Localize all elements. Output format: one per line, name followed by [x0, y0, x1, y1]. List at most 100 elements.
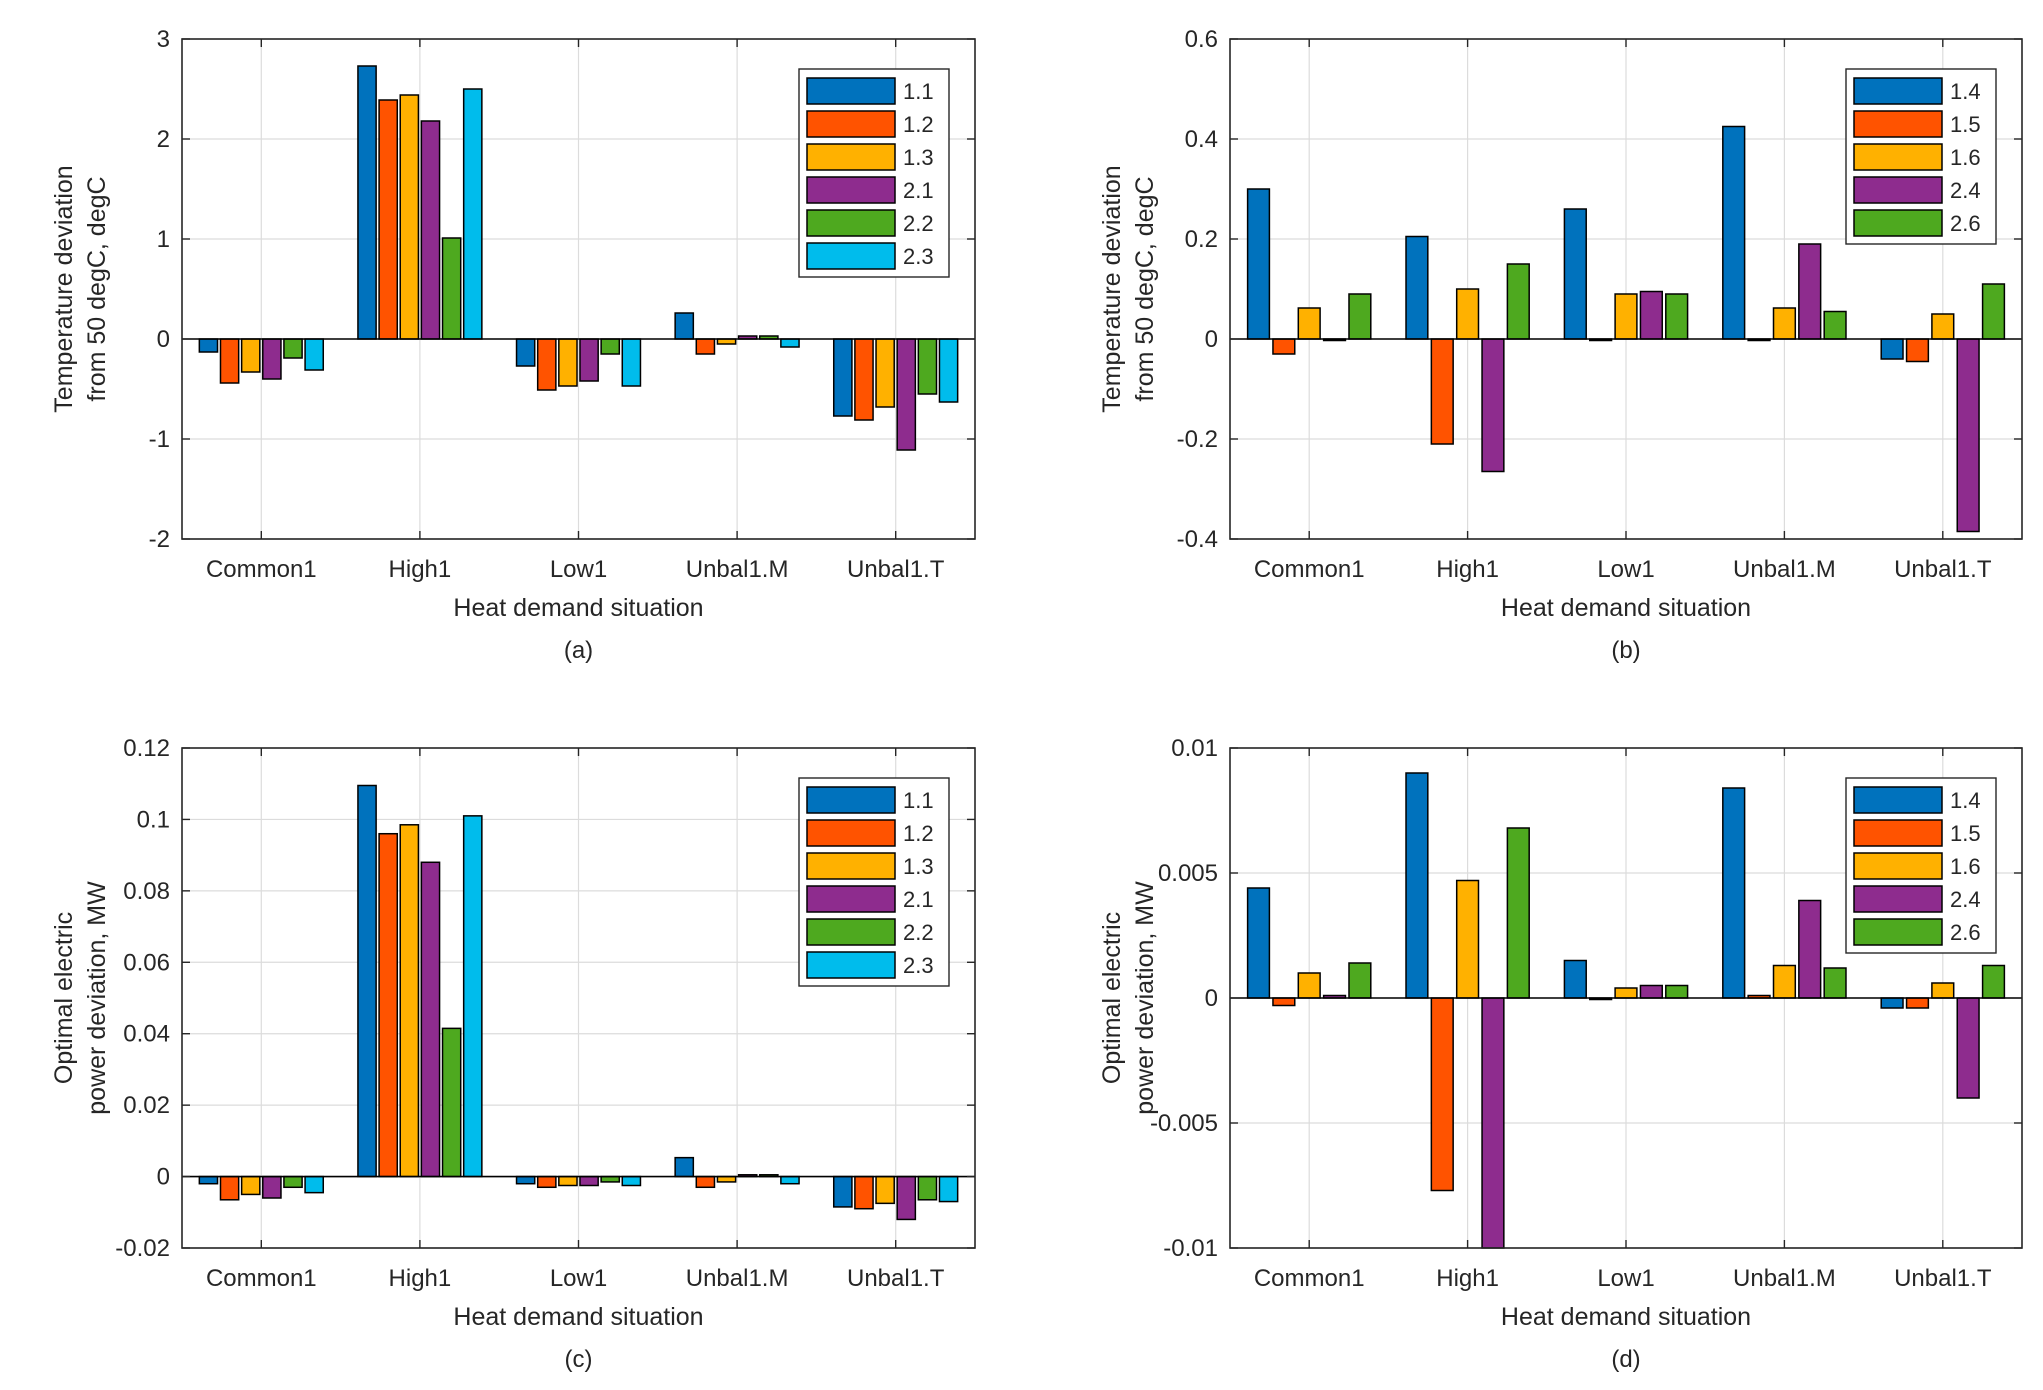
bar-2.1-Unbal1.T — [896, 338, 917, 451]
bar-1.4-Unbal1.M — [1722, 787, 1746, 999]
bar-2.3-High1 — [462, 88, 483, 340]
x-tick-label: Unbal1.T — [847, 556, 945, 583]
bar-1.1-Common1 — [198, 338, 219, 353]
y-axis-label-line: power deviation, MW — [83, 881, 111, 1115]
panel-caption: (a) — [564, 637, 593, 664]
legend-swatch-2.1 — [806, 885, 896, 913]
x-tick-label: Low1 — [1597, 1265, 1654, 1292]
y-tick-label: 0 — [157, 326, 170, 353]
bar-1.6-Unbal1.M — [1772, 307, 1797, 340]
x-tick-label: Low1 — [1597, 556, 1654, 583]
bar-1.1-Unbal1.M — [674, 1156, 695, 1178]
y-tick-label: 0.1 — [137, 806, 170, 833]
bar-1.4-Common1 — [1246, 188, 1271, 340]
bar-1.2-Common1 — [219, 338, 240, 384]
panel-caption: (c) — [565, 1346, 593, 1373]
bar-1.4-Low1 — [1563, 208, 1587, 340]
bar-1.5-Common1 — [1272, 338, 1296, 355]
bar-2.4-Low1 — [1639, 290, 1663, 340]
bar-2.2-Unbal1.T — [917, 338, 938, 395]
bar-2.6-Unbal1.T — [1981, 964, 2006, 999]
panel-d: -0.01 -0.005 0 0.005 0.01 Common1 High1 Low1 Unb… — [1098, 735, 2023, 1373]
legend-label: 1.2 — [903, 821, 934, 846]
bar-2.1-Low1 — [579, 1175, 599, 1187]
bar-1.6-Low1 — [1614, 293, 1638, 340]
y-tick-label: 0.01 — [1171, 735, 1218, 762]
legend-label: 1.4 — [1950, 788, 1981, 813]
x-tick-label: Unbal1.M — [1733, 1265, 1836, 1292]
legend-swatch-1.2 — [806, 110, 896, 138]
bar-2.6-Common1 — [1348, 293, 1372, 340]
bar-1.6-High1 — [1455, 879, 1480, 999]
legend-label: 1.1 — [903, 79, 934, 104]
bar-1.2-Low1 — [536, 1175, 557, 1189]
bar-1.1-Unbal1.T — [832, 338, 853, 417]
legend-label: 2.1 — [903, 887, 934, 912]
legend-label: 2.3 — [903, 244, 934, 269]
legend: 1.1 1.2 1.3 2.1 2.2 2.3 — [798, 68, 950, 278]
y-axis-label-line: power deviation, MW — [1131, 881, 1159, 1115]
y-tick-label: -0.2 — [1177, 426, 1218, 453]
x-tick-label: Unbal1.T — [847, 1265, 945, 1292]
y-axis-label: Temperature deviation from 50 degC, degC — [1098, 165, 1159, 412]
bar-1.6-Common1 — [1297, 307, 1321, 340]
bar-2.3-Unbal1.T — [938, 338, 959, 403]
legend-label: 1.5 — [1950, 821, 1981, 846]
bar-2.2-Unbal1.T — [917, 1175, 938, 1201]
legend-swatch-2.1 — [806, 176, 896, 204]
y-tick-label: 0 — [1205, 985, 1218, 1012]
bar-2.4-High1 — [1481, 997, 1505, 1249]
bar-1.3-Common1 — [240, 338, 261, 373]
y-axis-label: Temperature deviation from 50 degC, degC — [50, 165, 111, 412]
bar-1.1-Unbal1.T — [832, 1175, 853, 1208]
y-tick-label: -2 — [149, 526, 170, 553]
bar-2.6-High1 — [1506, 263, 1530, 340]
legend-label: 2.4 — [1950, 887, 1981, 912]
bar-1.4-Unbal1.M — [1722, 125, 1746, 340]
bar-1.2-Low1 — [536, 338, 557, 391]
bar-1.1-Unbal1.M — [674, 312, 695, 340]
x-tick-label: Low1 — [550, 556, 607, 583]
legend-swatch-1.3 — [806, 852, 896, 880]
y-tick-label: -0.005 — [1150, 1110, 1218, 1137]
bar-2.6-Unbal1.M — [1823, 310, 1847, 340]
legend-label: 1.6 — [1950, 145, 1981, 170]
bar-1.5-Common1 — [1272, 997, 1296, 1007]
bar-2.6-Low1 — [1665, 293, 1689, 340]
bar-1.3-Unbal1.T — [875, 1175, 895, 1205]
y-axis-label-line: Optimal electric — [1098, 912, 1126, 1084]
legend: 1.4 1.5 1.6 2.4 2.6 — [1845, 777, 1997, 954]
bar-1.1-High1 — [357, 784, 377, 1178]
x-tick-label: Common1 — [1254, 1265, 1365, 1292]
legend-swatch-2.6 — [1853, 209, 1943, 237]
x-tick-label: Common1 — [206, 556, 317, 583]
legend: 1.1 1.2 1.3 2.1 2.2 2.3 — [798, 777, 950, 987]
legend-swatch-2.4 — [1853, 176, 1943, 204]
x-tick-label: High1 — [389, 1265, 452, 1292]
bar-2.1-High1 — [420, 861, 441, 1178]
bar-2.3-Common1 — [304, 338, 325, 371]
bar-1.5-High1 — [1430, 338, 1454, 445]
bar-1.2-High1 — [378, 99, 399, 340]
bar-1.4-High1 — [1405, 772, 1429, 999]
legend-label: 1.1 — [903, 788, 934, 813]
bar-2.3-Unbal1.T — [938, 1175, 959, 1203]
bar-1.3-Common1 — [240, 1175, 261, 1196]
legend-swatch-1.2 — [806, 819, 896, 847]
legend-swatch-1.4 — [1853, 786, 1943, 814]
bar-1.1-Common1 — [198, 1175, 219, 1185]
bar-2.2-High1 — [441, 1027, 462, 1178]
bar-1.5-Unbal1.T — [1905, 338, 1930, 363]
bar-1.3-High1 — [399, 94, 420, 340]
x-tick-label: Unbal1.M — [686, 556, 789, 583]
bar-1.4-Unbal1.T — [1880, 338, 1904, 360]
bar-1.2-Unbal1.T — [854, 1175, 874, 1210]
legend-swatch-2.2 — [806, 918, 896, 946]
legend-label: 1.2 — [903, 112, 934, 137]
bar-1.6-Unbal1.T — [1931, 313, 1955, 340]
legend-label: 2.1 — [903, 178, 934, 203]
bar-1.3-Unbal1.T — [875, 338, 895, 408]
bar-1.1-Low1 — [515, 1175, 536, 1185]
y-tick-label: 0.08 — [123, 878, 170, 905]
x-tick-label: Unbal1.T — [1894, 556, 1992, 583]
